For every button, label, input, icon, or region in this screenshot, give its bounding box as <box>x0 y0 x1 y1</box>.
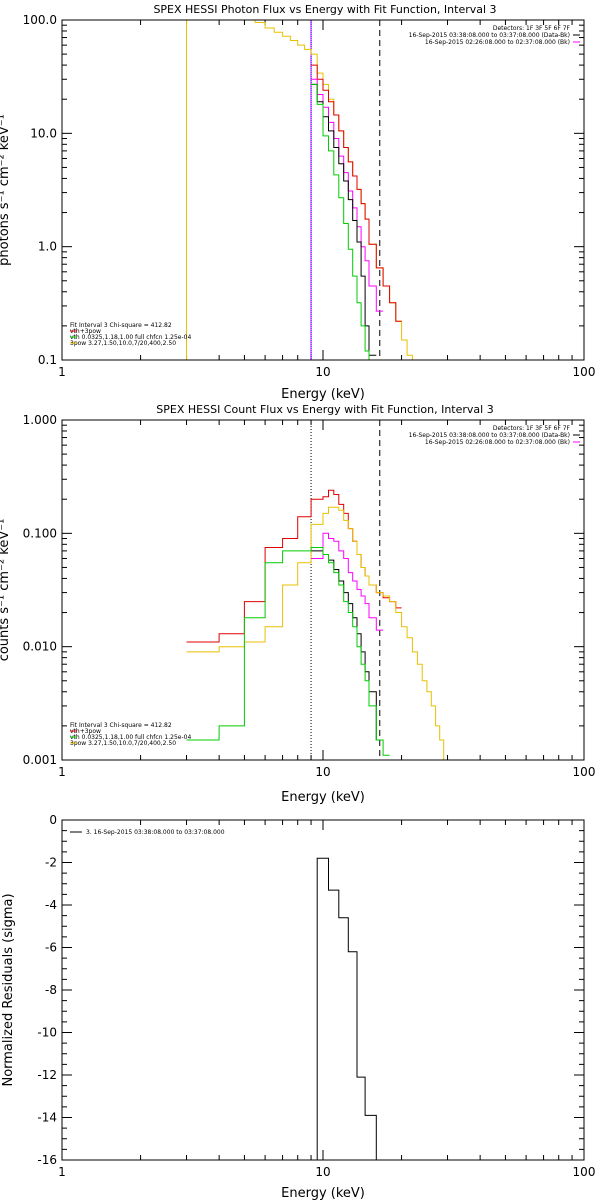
residuals-panel: 1 10 100 0 -2 -4 -6 -8 -10 -12 -14 -16 3. 16-Sep-201… <box>1 813 595 1200</box>
legend-text: 3pow 3.27,1.50,10.0,7/20,400,2.50 <box>70 340 176 347</box>
y-tick-label: 1.000 <box>23 413 57 427</box>
y-tick-label: -2 <box>45 856 57 870</box>
histogram-series <box>244 20 413 360</box>
x-tick-label: 1 <box>58 765 66 779</box>
x-tick-label: 1 <box>58 1165 66 1179</box>
x-axis-label: Energy (keV) <box>281 1186 365 1200</box>
legend-text: 16-Sep-2015 02:26:08.000 to 02:37:08.000… <box>425 439 570 446</box>
y-tick-label: -8 <box>45 983 57 997</box>
panel-title: SPEX HESSI Photon Flux vs Energy with Fi… <box>153 3 496 16</box>
legend-text: Detectors: 1F 3F 5F 6F 7F <box>493 25 571 32</box>
x-tick-label: 10 <box>315 365 330 379</box>
y-tick-label: -6 <box>45 941 57 955</box>
legend-text: vth 0.0325,1.18,1.00 full chfcn 1.25e-04 <box>70 334 191 341</box>
histogram-series <box>311 83 377 356</box>
plot-frame <box>61 19 585 361</box>
histogram-series <box>311 64 402 322</box>
count-flux-panel: SPEX HESSI Count Flux vs Energy with Fit… <box>0 403 595 805</box>
photon-flux-panel: SPEX HESSI Photon Flux vs Energy with Fi… <box>0 3 595 402</box>
y-tick-label: -14 <box>37 1111 57 1125</box>
legend-text: vth 0.0325,1.18,1.00 full chfcn 1.25e-04 <box>70 734 191 741</box>
legend-text: Detectors: 1F 3F 5F 6F 7F <box>493 425 571 432</box>
y-tick-label: 10.0 <box>30 126 57 140</box>
y-tick-label: 0.001 <box>23 753 57 767</box>
legend-text: vth+3pow <box>70 328 101 335</box>
legend-text: Fit Interval 3 Chi-square = 412.82 <box>70 722 172 729</box>
panel-title: SPEX HESSI Count Flux vs Energy with Fit… <box>156 403 493 416</box>
legend-text: 3. 16-Sep-2015 03:38:08.000 to 03:37:08.… <box>86 829 225 836</box>
x-tick-label: 100 <box>573 1165 596 1179</box>
y-axis-label: photons s⁻¹ cm⁻² keV⁻¹ <box>0 114 12 266</box>
histogram-series <box>186 489 402 643</box>
histogram-series <box>186 547 390 756</box>
y-tick-label: 0.100 <box>23 526 57 540</box>
y-tick-label: -12 <box>37 1068 57 1082</box>
x-tick-label: 100 <box>573 765 596 779</box>
histogram-series <box>311 83 370 360</box>
histogram-series <box>311 550 384 741</box>
y-tick-label: -10 <box>37 1026 57 1040</box>
x-tick-label: 1 <box>58 365 66 379</box>
plot-content: 1 10 100 100.0 10.0 1.0 0.1 Detectors: 1F 3F 5F… <box>23 13 596 379</box>
plot-frame <box>61 819 585 1161</box>
plot-frame <box>61 419 585 761</box>
x-axis-label: Energy (keV) <box>281 387 365 402</box>
x-tick-label: 10 <box>315 765 330 779</box>
histogram-series <box>186 506 448 760</box>
y-axis-label: Normalized Residuals (sigma) <box>1 893 16 1086</box>
legend-text: 3pow 3.27,1.50,10.0,7/20,400,2.50 <box>70 740 176 747</box>
x-tick-label: 100 <box>573 365 596 379</box>
y-axis-label: counts s⁻¹ cm⁻² keV⁻¹ <box>0 519 12 662</box>
y-tick-label: 0.1 <box>38 353 57 367</box>
legend-text: Fit Interval 3 Chi-square = 412.82 <box>70 322 172 329</box>
histogram-series <box>311 857 384 1160</box>
x-tick-label: 10 <box>315 1165 330 1179</box>
y-tick-label: -16 <box>37 1153 57 1167</box>
histogram-series <box>311 78 384 312</box>
legend-text: 16-Sep-2015 03:38:08.000 to 03:37:08.000… <box>409 432 570 439</box>
y-tick-label: -4 <box>45 898 57 912</box>
y-tick-label: 100.0 <box>23 13 57 27</box>
y-tick-label: 0 <box>49 813 57 827</box>
plot-content: 1 10 100 1.000 0.100 0.010 0.001 Detectors: 1F … <box>23 413 596 779</box>
x-axis-label: Energy (keV) <box>281 790 365 805</box>
histogram-series <box>311 532 384 631</box>
plot-content: 1 10 100 0 -2 -4 -6 -8 -10 -12 -14 -16 3. 16-Sep-201… <box>37 813 595 1179</box>
legend-text: vth+3pow <box>70 728 101 735</box>
legend-text: 16-Sep-2015 02:26:08.000 to 02:37:08.000… <box>425 39 570 46</box>
y-tick-label: 0.010 <box>23 640 57 654</box>
legend-text: 16-Sep-2015 03:38:08.000 to 03:37:08.000… <box>409 32 570 39</box>
y-tick-label: 1.0 <box>38 240 57 254</box>
